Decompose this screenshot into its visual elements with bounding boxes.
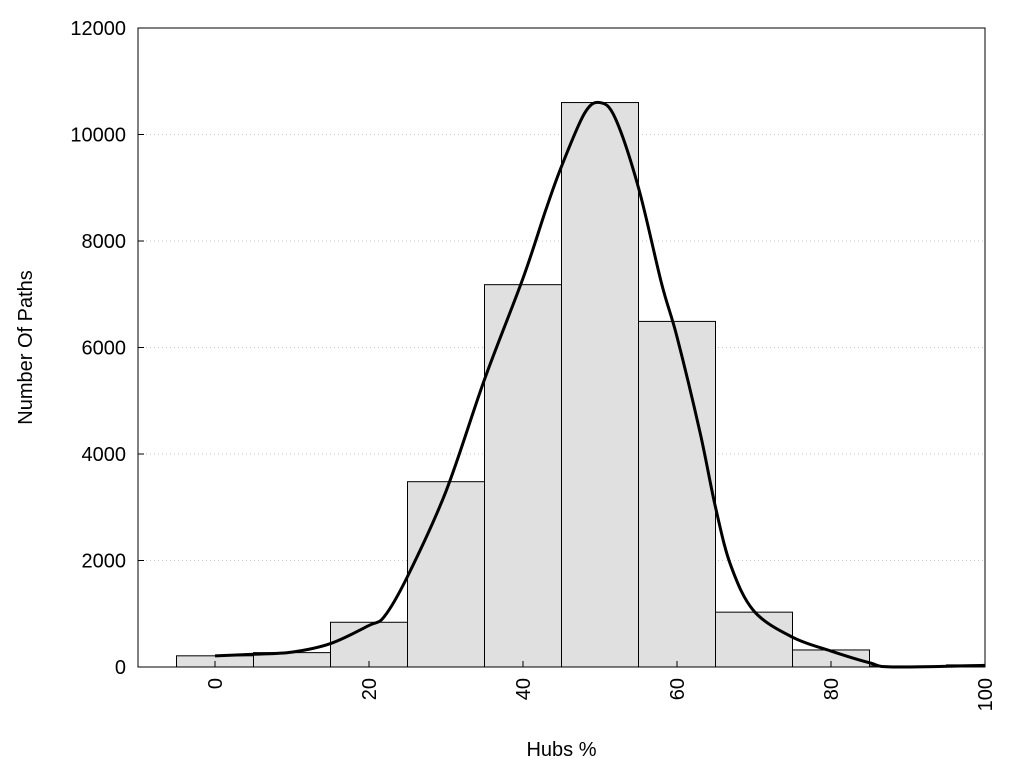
density-curve-layer bbox=[214, 100, 986, 669]
histogram-bar bbox=[638, 320, 716, 668]
x-tick-label: 100 bbox=[975, 678, 997, 711]
y-tick-label: 0 bbox=[115, 657, 126, 679]
histogram-bar bbox=[561, 102, 639, 668]
histogram-bars bbox=[176, 102, 986, 668]
y-tick-label: 6000 bbox=[82, 338, 127, 360]
density-curve bbox=[214, 100, 986, 669]
y-tick-label: 12000 bbox=[70, 18, 126, 40]
x-tick-label: 20 bbox=[359, 678, 381, 700]
y-tick-label: 8000 bbox=[82, 231, 127, 253]
x-tick-label: 60 bbox=[667, 678, 689, 700]
y-tick-label: 2000 bbox=[82, 551, 127, 573]
histogram-bar bbox=[407, 481, 485, 668]
histogram-bar bbox=[330, 621, 408, 668]
x-tick-label: 0 bbox=[205, 678, 227, 689]
x-tick-label: 80 bbox=[821, 678, 843, 700]
x-tick-label: 40 bbox=[513, 678, 535, 700]
x-axis-ticks: 0 20 40 60 80 100 bbox=[205, 661, 997, 711]
y-tick-label: 4000 bbox=[82, 444, 127, 466]
y-axis-ticks: 0 2000 4000 6000 8000 10000 12000 bbox=[70, 18, 144, 679]
y-tick-label: 10000 bbox=[70, 125, 126, 147]
y-axis-label: Number Of Paths bbox=[15, 270, 37, 425]
histogram-bar bbox=[484, 284, 562, 668]
x-axis-label: Hubs % bbox=[526, 739, 596, 761]
histogram-bar bbox=[715, 611, 793, 668]
